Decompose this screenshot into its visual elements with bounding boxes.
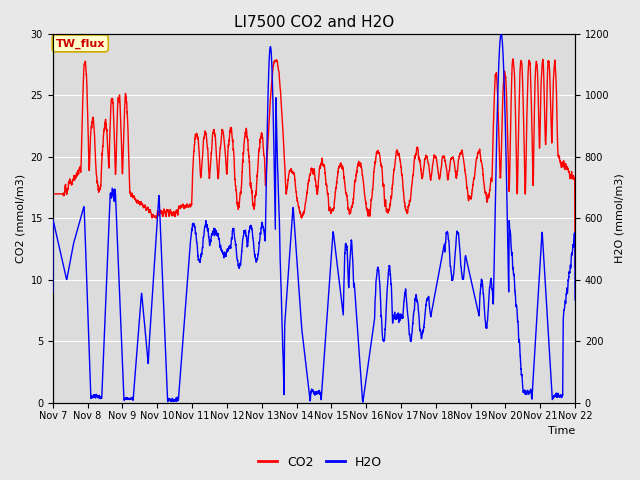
Y-axis label: H2O (mmol/m3): H2O (mmol/m3) [615,174,625,264]
Y-axis label: CO2 (mmol/m3): CO2 (mmol/m3) [15,174,25,263]
Legend: CO2, H2O: CO2, H2O [253,451,387,474]
Text: TW_flux: TW_flux [56,38,105,48]
Title: LI7500 CO2 and H2O: LI7500 CO2 and H2O [234,15,394,30]
X-axis label: Time: Time [548,426,575,436]
